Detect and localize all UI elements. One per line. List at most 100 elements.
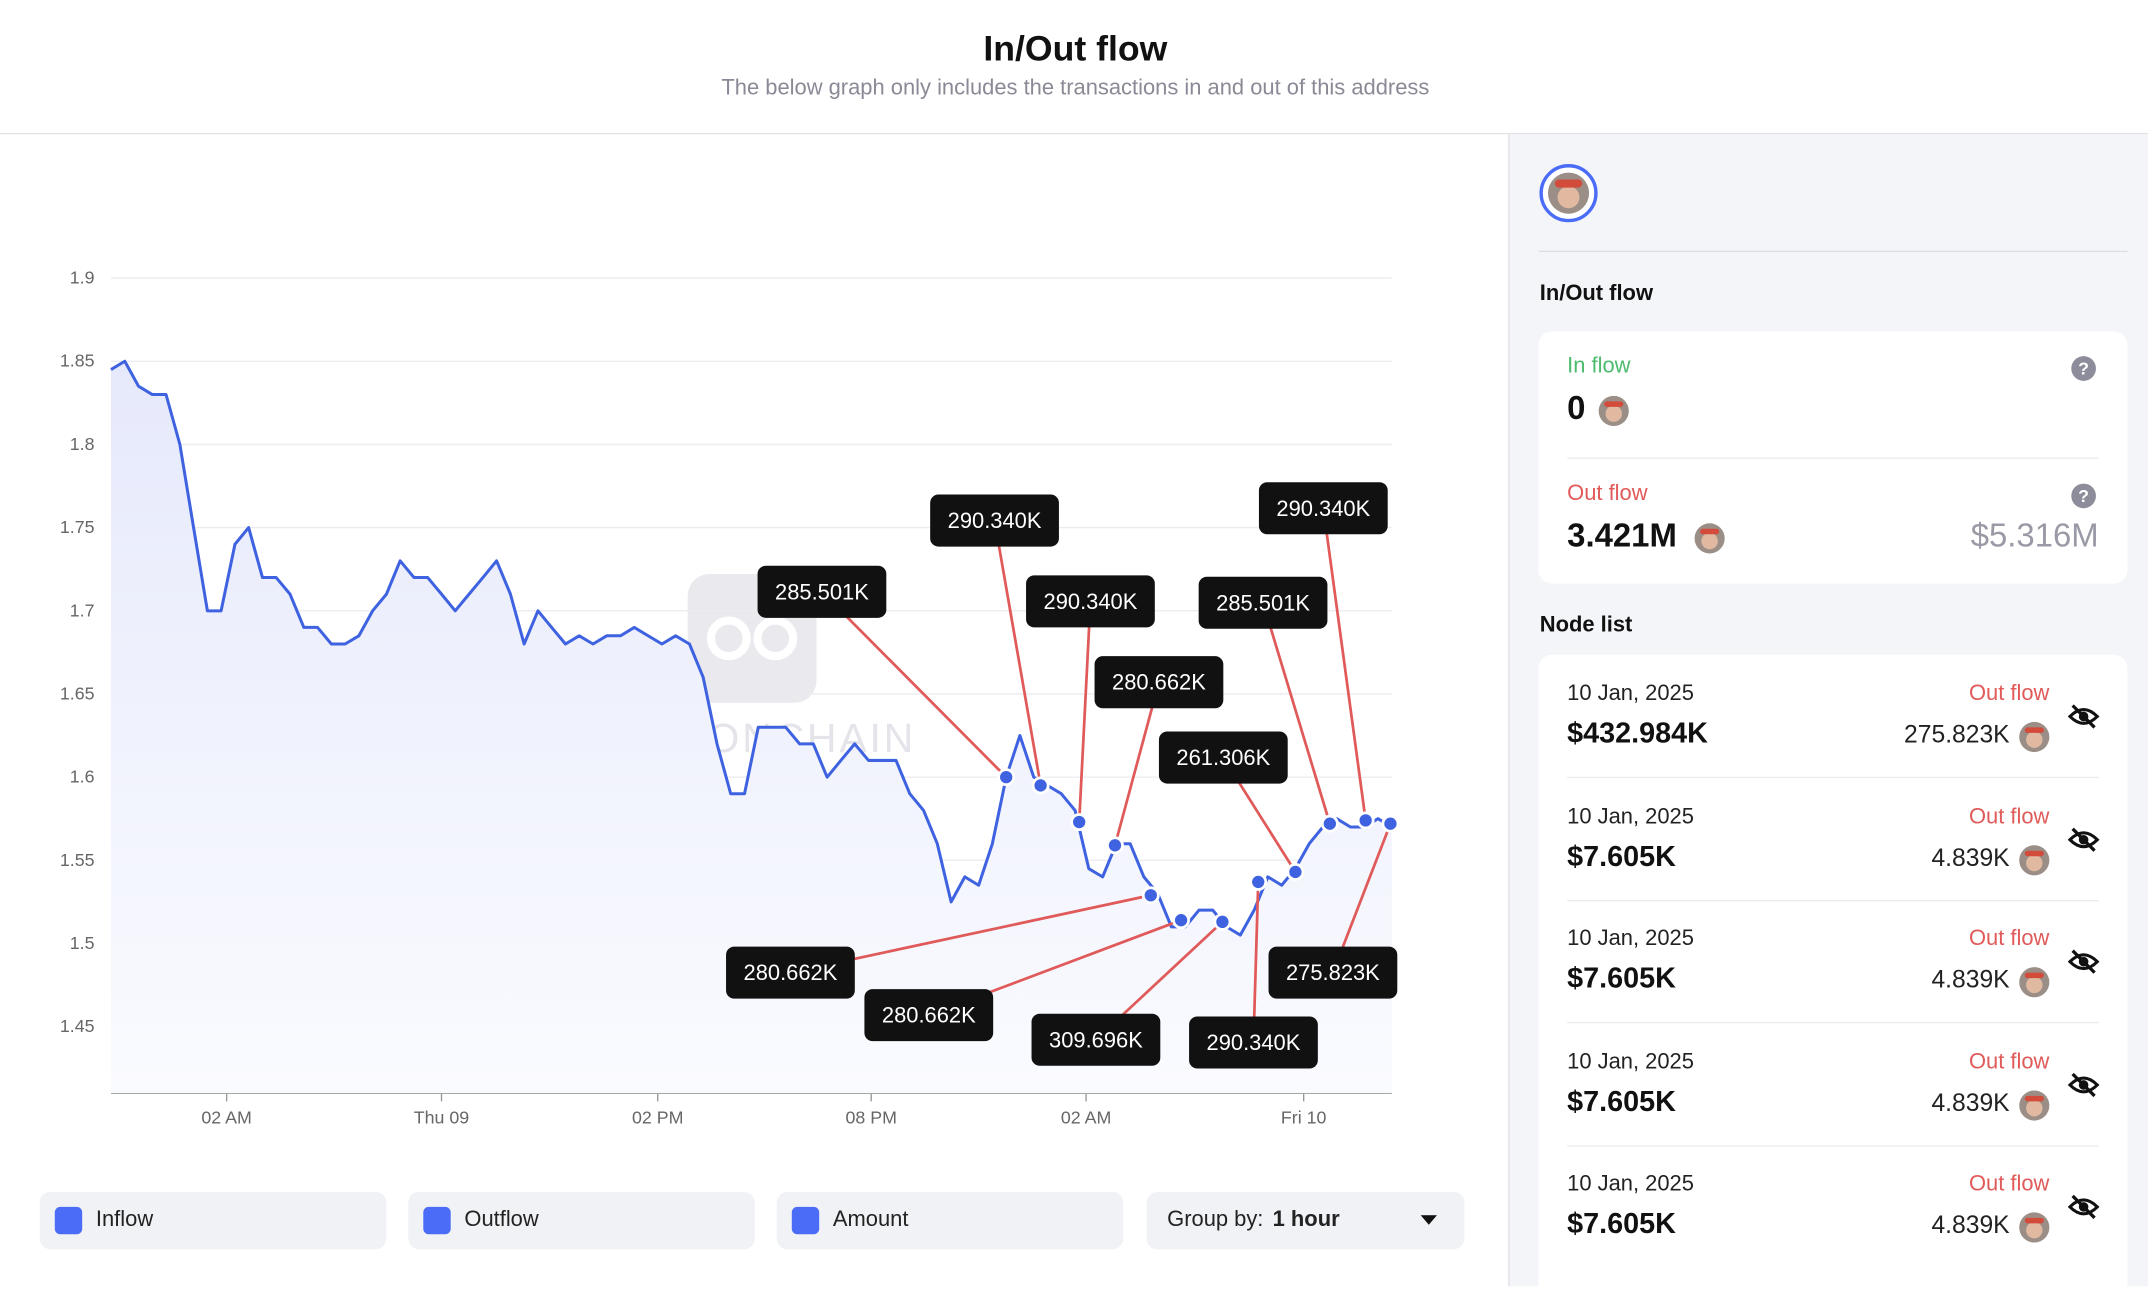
hide-toggle[interactable] bbox=[2067, 825, 2100, 852]
checkbox-label: Amount bbox=[832, 1208, 909, 1232]
group-by-value: 1 hour bbox=[1272, 1208, 1340, 1232]
label-box bbox=[1198, 576, 1328, 629]
help-icon[interactable]: ? bbox=[2070, 482, 2097, 509]
x-tick-label: 02 AM bbox=[1061, 1107, 1111, 1127]
dropdown-arrow bbox=[1420, 1215, 1438, 1225]
in-value: 0 bbox=[1567, 390, 1586, 428]
transaction-dot bbox=[1213, 912, 1232, 931]
leader-line bbox=[993, 520, 1042, 786]
svg-text:?: ? bbox=[2078, 486, 2089, 506]
out-label: Out flow bbox=[1567, 482, 1648, 506]
node-direction: Out flow bbox=[1968, 1050, 2050, 1074]
label-box bbox=[864, 989, 994, 1042]
in-label: In flow bbox=[1567, 354, 1631, 379]
label-box bbox=[1258, 482, 1388, 535]
transaction-dot bbox=[1381, 814, 1400, 833]
leader-line bbox=[1252, 881, 1260, 1043]
svg-text:?: ? bbox=[2078, 359, 2089, 379]
divider bbox=[0, 132, 2148, 135]
hide-toggle[interactable] bbox=[2067, 1071, 2100, 1098]
annotation-label: 280.662K bbox=[882, 1003, 976, 1028]
label-box bbox=[1094, 656, 1224, 709]
node-date: 10 Jan, 2025 bbox=[1567, 927, 1694, 951]
node-usd: $7.605K bbox=[1567, 1085, 1676, 1118]
node-usd: $7.605K bbox=[1567, 840, 1676, 872]
node-direction: Out flow bbox=[1968, 682, 2050, 706]
node-row: 10 Jan, 2025 $432.984K Out flow 275.823K bbox=[1538, 655, 2127, 779]
x-tick-label: 02 AM bbox=[201, 1107, 251, 1127]
annotation-label: 261.306K bbox=[1176, 745, 1270, 770]
hide-toggle[interactable] bbox=[2067, 948, 2100, 975]
transaction-dot bbox=[1286, 863, 1305, 881]
outflow-toggle[interactable]: Outflow bbox=[408, 1191, 755, 1250]
annotation-label: 290.340K bbox=[1276, 496, 1370, 521]
node-row: 10 Jan, 2025 $7.605K Out flow 4.839K bbox=[1538, 900, 2127, 1024]
annotation-label: 290.340K bbox=[1044, 589, 1138, 614]
amount-toggle[interactable]: Amount bbox=[776, 1191, 1124, 1250]
annotation-label: 280.662K bbox=[744, 960, 838, 985]
checkbox-label: Inflow bbox=[95, 1208, 154, 1232]
node-usd: $7.605K bbox=[1567, 1208, 1676, 1240]
label-box bbox=[1026, 575, 1155, 628]
annotation-labels: 285.501K 290.340K 290.340K 280.662K 280.662K… bbox=[726, 482, 1398, 1069]
token-icon bbox=[2018, 1088, 2051, 1121]
annotation-dots bbox=[997, 768, 1400, 931]
divider bbox=[1538, 250, 2128, 253]
page-subtitle: The below graph only includes the transa… bbox=[721, 76, 1430, 101]
token-icon bbox=[1694, 523, 1725, 554]
annotation-label: 275.823K bbox=[1286, 960, 1380, 985]
node-date: 10 Jan, 2025 bbox=[1567, 1050, 1694, 1074]
node-date: 10 Jan, 2025 bbox=[1567, 682, 1694, 706]
divider bbox=[1567, 776, 2099, 779]
x-tick-label: 08 PM bbox=[845, 1107, 896, 1127]
token-icon bbox=[2018, 721, 2051, 754]
token-icon bbox=[1598, 395, 1629, 427]
node-row: 10 Jan, 2025 $7.605K Out flow 4.839K bbox=[1538, 777, 2127, 901]
page-title: In/Out flow bbox=[983, 27, 1168, 69]
leader-line bbox=[1321, 508, 1368, 821]
y-tick-label: 1.75 bbox=[60, 517, 95, 537]
label-box bbox=[1158, 731, 1288, 784]
annotation-label: 280.662K bbox=[1112, 670, 1206, 695]
y-tick-label: 1.55 bbox=[60, 850, 95, 870]
node-list: 10 Jan, 2025 $432.984K Out flow 275.823K 10 … bbox=[1538, 654, 2128, 1299]
inflow-toggle[interactable]: Inflow bbox=[39, 1191, 387, 1250]
group-by-select[interactable]: Group by: 1 hour bbox=[1146, 1191, 1465, 1250]
side-panel: In/Out flow In flow 0 ? Out flow 3.421M … bbox=[1508, 134, 2148, 1299]
annotation-label: 285.501K bbox=[1216, 590, 1310, 615]
leader-line bbox=[820, 590, 1008, 779]
chart: SPOTONCHAIN 1.451.51.551.61.651.71.751.8… bbox=[60, 268, 1400, 1127]
label-box bbox=[1031, 1013, 1161, 1066]
node-amount: 4.839K bbox=[1931, 965, 2010, 994]
node-direction: Out flow bbox=[1968, 1172, 2050, 1196]
divider bbox=[1567, 1144, 2099, 1146]
node-usd: $7.605K bbox=[1567, 963, 1676, 995]
divider bbox=[1567, 1021, 2099, 1024]
annotation-label: 290.340K bbox=[948, 508, 1042, 533]
label-box bbox=[757, 565, 887, 618]
y-tick-label: 1.85 bbox=[60, 351, 95, 371]
node-row: 10 Jan, 2025 $7.605K Out flow 4.839K bbox=[1538, 1023, 2127, 1146]
hide-toggle[interactable] bbox=[2067, 1193, 2100, 1220]
node-amount: 4.839K bbox=[1931, 1210, 2010, 1239]
hide-toggle[interactable] bbox=[2067, 703, 2100, 730]
divider bbox=[1567, 457, 2099, 459]
flow-card: In flow 0 ? Out flow 3.421M $5.316M ? bbox=[1538, 331, 2128, 584]
token-icon bbox=[2018, 843, 2051, 876]
token-icon bbox=[2018, 966, 2051, 999]
transaction-dot bbox=[1320, 814, 1339, 833]
transaction-dot bbox=[997, 768, 1016, 787]
node-row: 10 Jan, 2025 $7.605K Out flow 4.839K bbox=[1538, 1145, 2127, 1267]
leader-line bbox=[1077, 601, 1092, 823]
node-date: 10 Jan, 2025 bbox=[1567, 804, 1694, 829]
transaction-dot bbox=[1172, 911, 1191, 930]
y-tick-label: 1.8 bbox=[70, 434, 95, 454]
help-icon[interactable]: ? bbox=[2070, 355, 2097, 382]
divider bbox=[1567, 899, 2099, 901]
label-box bbox=[1268, 946, 1398, 999]
group-by-label: Group by: bbox=[1167, 1208, 1264, 1232]
node-amount: 275.823K bbox=[1904, 720, 2010, 748]
transaction-dot bbox=[1070, 813, 1089, 831]
label-box bbox=[1189, 1016, 1318, 1069]
